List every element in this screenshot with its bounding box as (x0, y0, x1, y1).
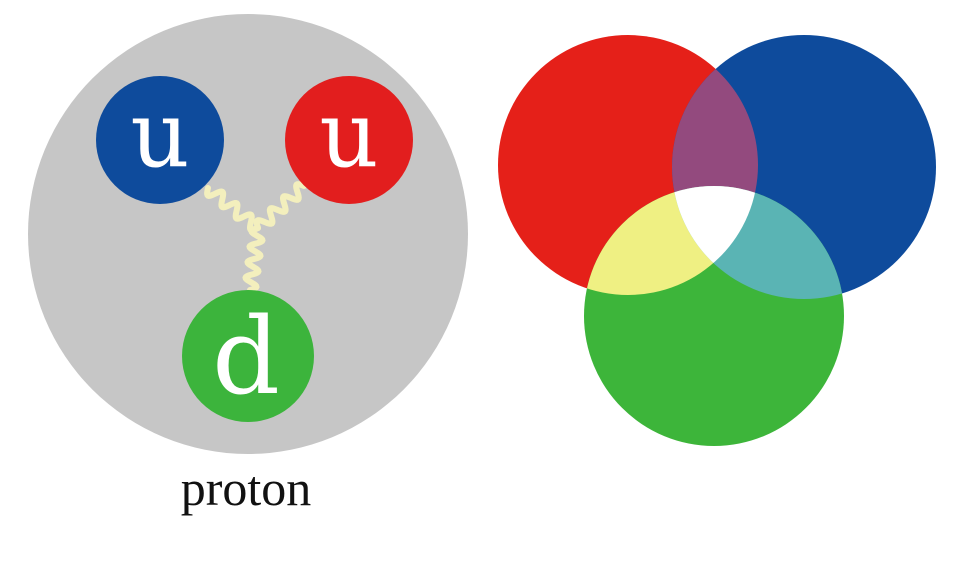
quark-down-green: d (182, 290, 314, 422)
proton-caption: proton (181, 460, 312, 516)
quark-circle (285, 76, 413, 204)
red-green-overlap (584, 186, 758, 295)
proton-diagram: u u d proton (28, 14, 468, 516)
quark-up-red: u (285, 76, 413, 204)
gluon-line-left (204, 185, 261, 234)
gluon-line-down (242, 225, 266, 293)
color-mixing-diagram (498, 35, 936, 446)
gluon-lines (204, 181, 307, 293)
quark-circle (96, 76, 224, 204)
blue-green-overlap (672, 186, 844, 299)
quark-label: u (319, 81, 378, 188)
quark-circle (182, 290, 314, 422)
gluon-line-right (253, 181, 307, 231)
blue-green-overlap-group (672, 186, 844, 299)
quark-up-blue: u (96, 76, 224, 204)
quark-label: u (130, 81, 189, 188)
red-green-overlap-group (584, 186, 758, 295)
quark-label: d (212, 295, 280, 418)
